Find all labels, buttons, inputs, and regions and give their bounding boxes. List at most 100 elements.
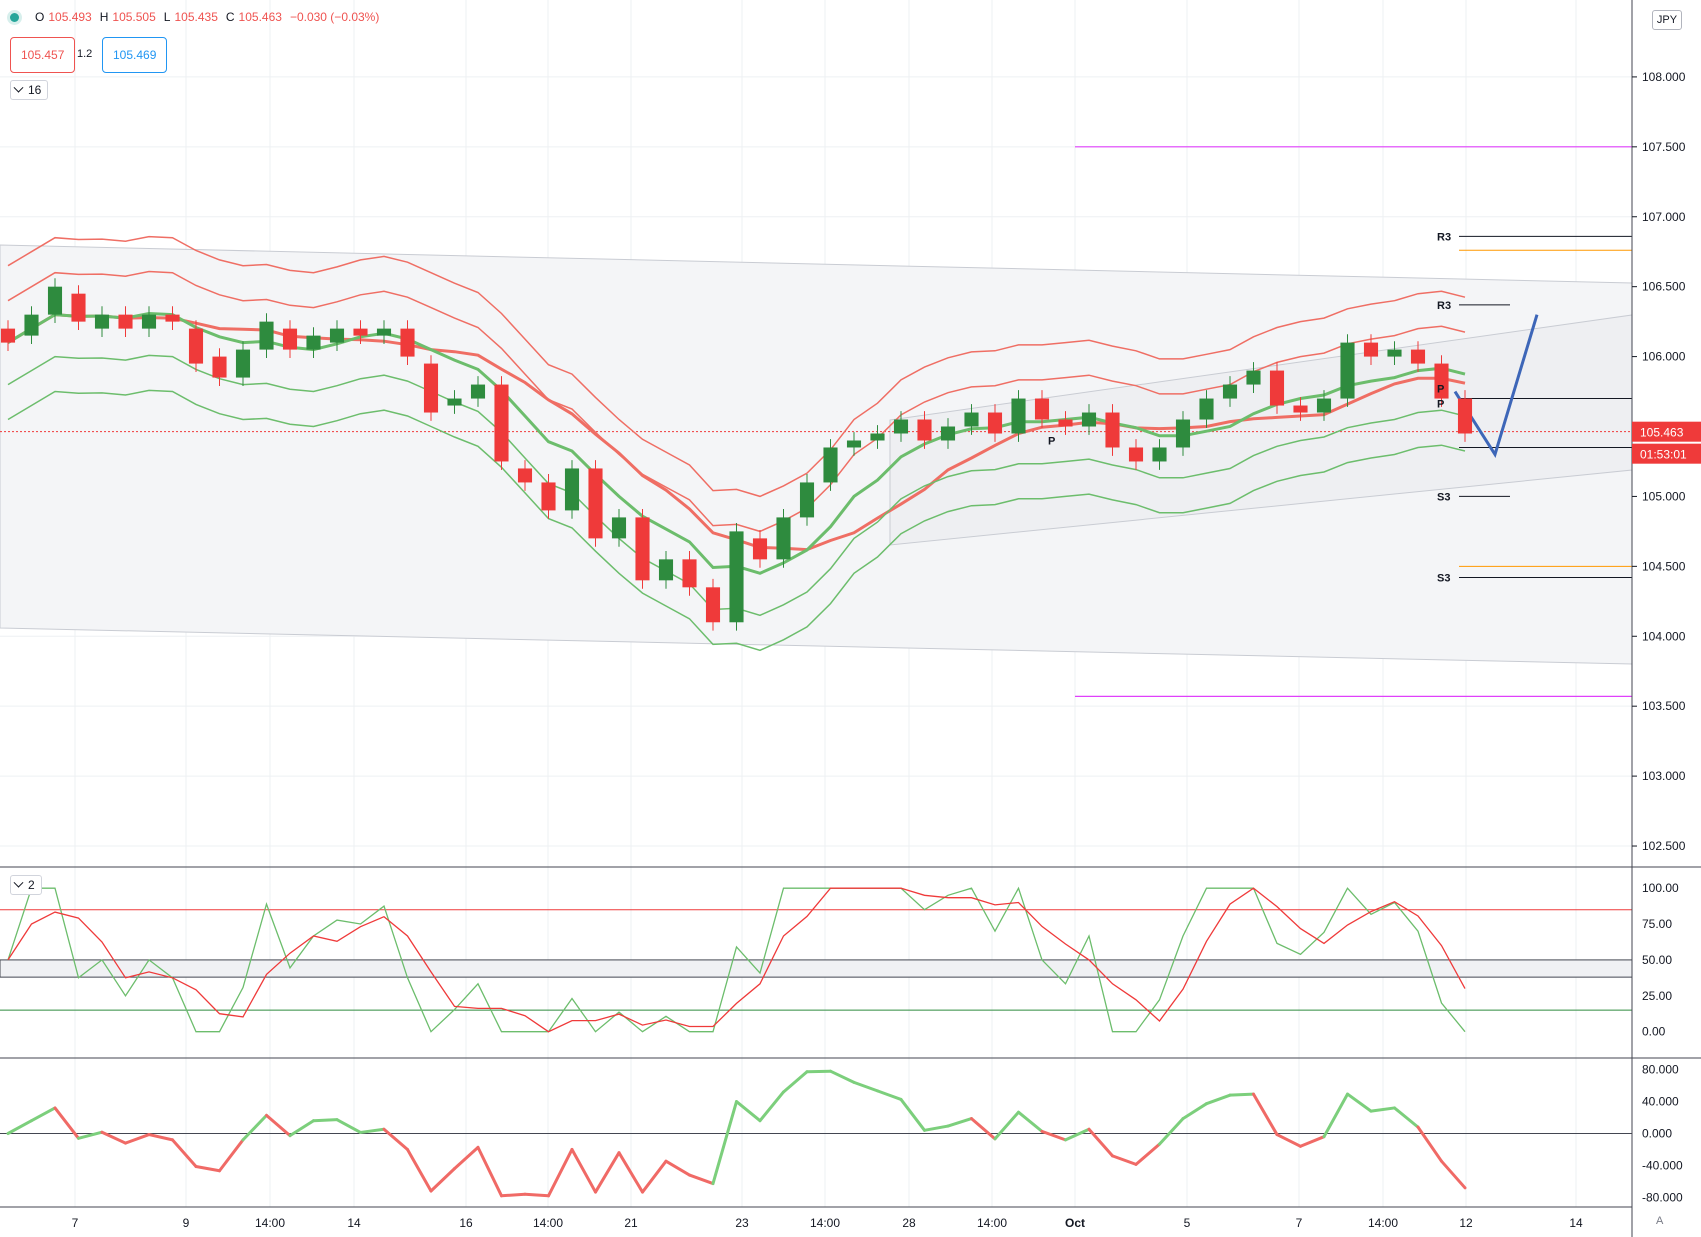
osc2-segment [1064,1127,1091,1142]
osc2-segment [194,1165,221,1173]
candle [799,474,815,526]
osc1-mid-band [0,959,1633,978]
candle-body [729,531,744,623]
currency-badge[interactable]: JPY [1652,10,1682,30]
auto-scale-button[interactable]: A [1656,1215,1664,1227]
osc2-segment [899,1097,926,1132]
spread-value: 1.2 [77,48,93,60]
candle-body [71,293,86,322]
open-label: O [35,10,45,24]
candle-body [635,517,650,581]
osc2-segment [1181,1102,1208,1121]
osc2-segment [1228,1092,1255,1097]
candle [635,509,650,589]
candle [1410,341,1426,372]
candle-body [400,328,415,357]
candle-body [141,314,157,329]
countdown-text: 01:53:01 [1640,448,1687,462]
candle-body [212,356,227,378]
candle [259,313,274,358]
candle [24,306,39,345]
candle-body [1340,342,1355,399]
candle-body [1034,398,1050,420]
candle [400,320,415,365]
osc2-segment [664,1159,691,1177]
osc2-segment [288,1119,315,1138]
y-tick-label: 104.000 [1642,629,1686,643]
x-tick-label: 23 [735,1216,749,1230]
candle [541,474,556,519]
candle [447,390,462,414]
candle [1034,390,1050,428]
last-price-badge [1632,421,1701,442]
osc2-segment [406,1147,433,1193]
osc2-segment [6,1119,33,1135]
candle [1222,376,1238,407]
change-value: −0.030 (−0.03%) [289,10,380,24]
osc2-segment [547,1147,574,1198]
candle-body [353,328,368,336]
candle [0,320,16,351]
sell-button[interactable]: 105.457 [10,37,76,73]
candles[interactable] [0,278,1473,631]
candle [1175,411,1191,456]
candle-body [752,538,768,560]
candle [1246,362,1261,393]
candle-body [282,328,298,350]
candle-body [1128,447,1144,462]
candle-body [259,321,274,350]
candle-body [1222,384,1238,399]
candle-body [1293,405,1308,413]
candle-body [611,517,627,539]
oscillator-indicator-count: 2 [28,878,35,892]
candle-body [118,314,133,329]
oscillator-indicators-toggle[interactable]: 2 [10,875,42,895]
osc2-segment [100,1130,127,1145]
osc2-segment [1111,1154,1138,1166]
x-tick-label: 21 [624,1216,638,1230]
candle-body [517,468,533,483]
osc2-segment [923,1124,950,1132]
candle [423,355,439,421]
y-tick-label: 107.500 [1642,140,1686,154]
candle [141,306,157,338]
x-tick-label: 14:00 [533,1216,563,1230]
osc2-segment [30,1106,57,1123]
y-tick-label: 106.000 [1642,350,1686,364]
x-tick-label: 14:00 [1368,1216,1398,1230]
pivot-label: P [1437,384,1444,396]
candle [1011,390,1026,442]
osc2-segment [594,1151,621,1194]
main-indicators-toggle[interactable]: 16 [10,80,49,100]
candle-body [1175,419,1191,448]
osc2-segment [1017,1110,1044,1133]
osc2-segment [77,1130,104,1140]
pivot-label: P [1048,435,1055,447]
osc1-fast-line [7,886,1466,1033]
osc2-segment [171,1138,198,1169]
x-tick-label: Oct [1065,1216,1085,1230]
candle [1081,404,1097,435]
buy-button[interactable]: 105.469 [102,37,168,73]
candle [987,404,1003,442]
osc2-segment [993,1110,1020,1141]
osc2-tick-label: 80.000 [1642,1063,1679,1077]
osc2-segment [970,1117,997,1141]
osc2-segment [1416,1125,1443,1163]
candle-body [870,433,885,441]
osc2-segment [476,1145,503,1198]
y-tick-label: 103.500 [1642,699,1686,713]
main-indicator-count: 16 [28,83,42,97]
osc2-segment [124,1133,151,1145]
market-status-icon[interactable] [10,12,19,22]
candle [729,522,744,631]
candle-body [94,314,110,329]
candle [658,550,674,589]
candle-body [964,412,979,427]
osc2-tick-label: -40.000 [1642,1158,1683,1172]
osc2-segment [1134,1142,1161,1166]
candle [870,425,885,449]
candle-body [470,384,486,399]
